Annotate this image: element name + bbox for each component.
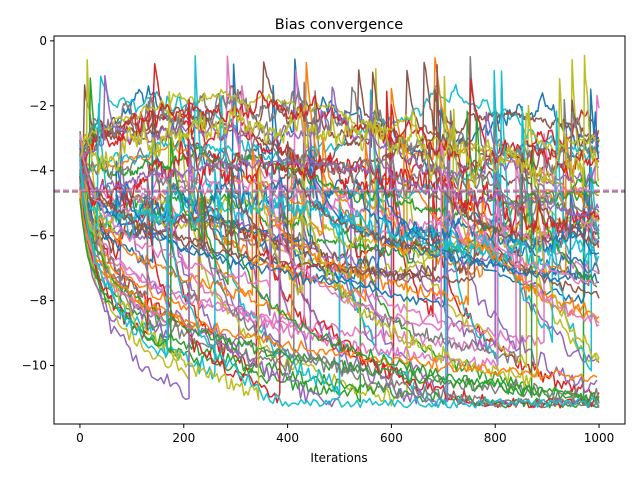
series-line (79, 88, 600, 254)
x-axis-ticks: 0 200 400 600 800 1000 (76, 424, 614, 445)
series-line (79, 88, 600, 159)
y-tick-label: −6 (29, 229, 47, 243)
series-layer (79, 54, 600, 409)
series-line (79, 56, 600, 174)
series-line (79, 54, 600, 188)
series-line (79, 153, 600, 401)
y-tick-label: 0 (39, 34, 47, 48)
reference-lines (54, 189, 625, 193)
x-tick-label: 400 (276, 431, 299, 445)
x-tick-label: 600 (380, 431, 403, 445)
series-line (79, 176, 600, 409)
x-tick-label: 200 (172, 431, 195, 445)
series-line (79, 139, 600, 256)
series-line (79, 69, 600, 190)
series-line (79, 156, 598, 409)
plot-frame (53, 35, 626, 425)
y-tick-label: −8 (29, 294, 47, 308)
x-tick-label: 800 (484, 431, 507, 445)
series-line (79, 103, 600, 270)
series-line (79, 147, 600, 291)
series-line (79, 140, 598, 408)
series-line (79, 189, 598, 382)
y-tick-label: −10 (22, 359, 47, 373)
x-axis-label: Iterations (310, 451, 367, 465)
x-tick-label: 1000 (584, 431, 615, 445)
y-axis-ticks: 0 −2 −4 −6 −8 −10 (22, 34, 54, 373)
chart-title: Bias convergence (275, 17, 404, 33)
y-tick-label: −2 (29, 99, 47, 113)
series-line (79, 78, 600, 183)
series-line (79, 121, 600, 217)
y-tick-label: −4 (29, 164, 47, 178)
x-tick-label: 0 (76, 431, 84, 445)
